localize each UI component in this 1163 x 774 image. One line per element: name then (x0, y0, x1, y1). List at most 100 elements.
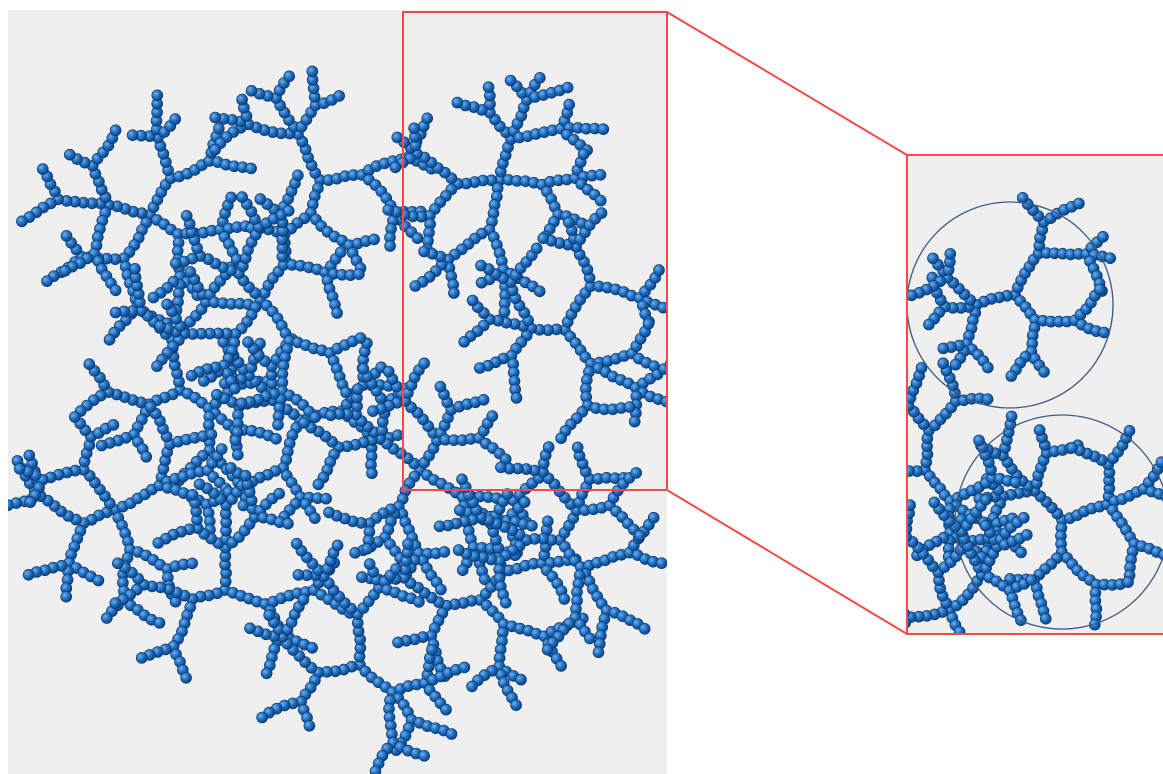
bead (982, 394, 993, 405)
bead (865, 496, 876, 507)
bead (459, 662, 470, 673)
bead (823, 497, 834, 508)
bead (834, 457, 845, 468)
bead (104, 334, 115, 345)
bead (639, 623, 650, 634)
bead (1006, 411, 1017, 422)
bead (1026, 575, 1037, 586)
bead (110, 598, 121, 609)
bead (849, 665, 860, 676)
bead (112, 558, 123, 569)
bead (840, 512, 851, 523)
bead (938, 343, 949, 354)
bead (441, 704, 452, 715)
bead (631, 467, 642, 478)
bead (1001, 691, 1012, 702)
bead (643, 318, 654, 329)
bead (1039, 366, 1050, 377)
bead (25, 497, 36, 508)
bead (474, 363, 485, 374)
bead (634, 530, 645, 541)
bead (928, 692, 939, 703)
bead (559, 594, 570, 605)
bead (511, 700, 522, 711)
bead (835, 576, 846, 587)
bead (225, 462, 236, 473)
bead (825, 517, 836, 528)
bead (332, 540, 343, 551)
bead (934, 687, 945, 698)
bead (873, 503, 884, 514)
bead (584, 633, 595, 644)
bead (403, 539, 414, 550)
bead (863, 657, 874, 668)
bead (310, 412, 321, 423)
bead (422, 113, 433, 124)
bead (181, 672, 192, 683)
bead (991, 679, 1002, 690)
bead (986, 673, 997, 684)
bead (0, 503, 5, 514)
bead (526, 520, 537, 531)
bead (564, 99, 575, 110)
bead (945, 248, 956, 259)
bead (435, 381, 446, 392)
bead (891, 605, 902, 616)
bead (170, 258, 181, 269)
bead (409, 123, 420, 134)
bead (476, 260, 487, 271)
bead (110, 285, 121, 296)
bead (869, 456, 880, 467)
bead (37, 164, 48, 175)
bead (307, 66, 318, 77)
bead (1006, 654, 1017, 665)
bead (542, 644, 553, 655)
bead (284, 71, 295, 82)
bead (292, 170, 303, 181)
bead (304, 720, 315, 731)
bead (42, 276, 53, 287)
bead (876, 474, 887, 485)
bead (819, 466, 830, 477)
bead (880, 468, 891, 479)
bead (1040, 613, 1051, 624)
bead (896, 466, 907, 477)
bead (332, 308, 343, 319)
bead (989, 686, 1000, 697)
bead (871, 396, 882, 407)
bead (519, 497, 530, 508)
bead (237, 192, 248, 203)
bead (895, 400, 906, 411)
bead (877, 536, 888, 547)
bead (904, 466, 915, 477)
bead (237, 94, 248, 105)
bead (413, 596, 424, 607)
bead (855, 439, 866, 450)
bead (216, 444, 227, 455)
bead (459, 336, 470, 347)
bead (854, 590, 865, 601)
bead (669, 399, 680, 410)
bead (246, 163, 257, 174)
bead (435, 584, 446, 595)
bead (596, 208, 607, 219)
bead (841, 453, 852, 464)
bead (467, 681, 478, 692)
bead (1014, 673, 1025, 684)
bead (16, 216, 27, 227)
bead (972, 653, 983, 664)
bead (457, 565, 468, 576)
bead (848, 471, 859, 482)
bead (101, 613, 112, 624)
bead (358, 363, 369, 374)
bead (350, 547, 361, 558)
bead (1019, 643, 1030, 654)
bead (341, 387, 352, 398)
bead (313, 479, 324, 490)
bead (264, 610, 275, 621)
bead (862, 451, 873, 462)
bead (839, 604, 850, 615)
bead (852, 423, 863, 434)
bead (181, 210, 192, 221)
bead (93, 575, 104, 586)
